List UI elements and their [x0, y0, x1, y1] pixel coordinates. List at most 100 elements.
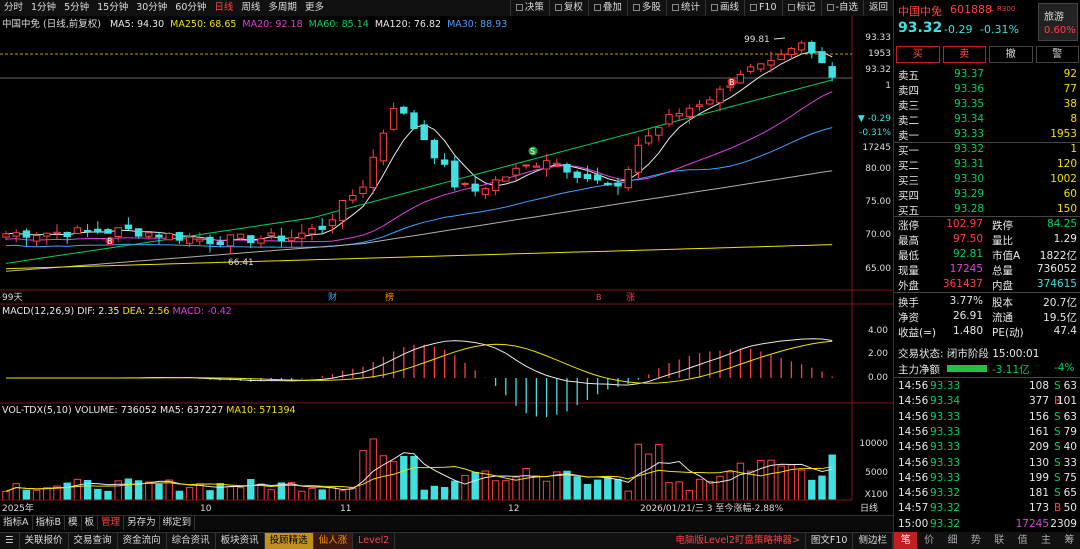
- tick-count: 75: [1063, 471, 1077, 484]
- tick-row: 14:56 93.33 209 S 40: [894, 440, 1080, 455]
- price-change-pct: -0.31%: [980, 23, 1019, 36]
- feature-tab-0[interactable]: 关联报价: [20, 533, 69, 549]
- panel-icon-5[interactable]: 值: [1017, 535, 1028, 546]
- volume-bar: [420, 489, 428, 501]
- macd-axis-label: 0.00: [868, 373, 888, 383]
- tick-price: 93.34: [930, 395, 961, 408]
- b-signal: [727, 77, 737, 87]
- tick-row: 14:57 93.32 173 B 50: [894, 501, 1080, 516]
- volume-bar: [655, 444, 663, 501]
- candle-body: [655, 127, 663, 136]
- toolbar-btn-9[interactable]: 返回: [862, 0, 893, 16]
- sector-badge[interactable]: 旅游 0.60%: [1038, 3, 1078, 41]
- period-tab-2[interactable]: 5分钟: [64, 2, 90, 13]
- period-tab-9[interactable]: 更多: [304, 2, 324, 13]
- feature-tab-1[interactable]: 交易查询: [69, 533, 118, 549]
- toolbar-btn-0[interactable]: 决策: [509, 0, 549, 16]
- indicator-tab-5[interactable]: 另存为: [124, 516, 160, 530]
- vol-ma10-line: [5, 466, 833, 492]
- vol-title: VOL-TDX(5,10): [2, 405, 72, 416]
- feature-tab-6[interactable]: 仙人涨: [313, 533, 354, 549]
- period-tab-7[interactable]: 周线: [241, 2, 261, 13]
- indicator-tab-0[interactable]: 指标A: [0, 516, 33, 530]
- f10-button[interactable]: 图文F10: [806, 533, 854, 549]
- kline-chart[interactable]: 99.81 66.41 99天 财 榜 B 涨 B B S 93.33 1953 93.32 1 ▼ -0.…: [0, 0, 893, 515]
- toolbar-btn-5[interactable]: 画线: [704, 0, 744, 16]
- volume-bar: [430, 485, 439, 501]
- period-tab-0[interactable]: 分时: [4, 2, 24, 13]
- trade-btn-1[interactable]: 卖: [942, 46, 986, 63]
- sidebar-button[interactable]: 侧边栏: [853, 533, 893, 549]
- period-tab-6[interactable]: 日线: [214, 2, 234, 13]
- high-arrow: [773, 37, 786, 40]
- price-axis-label: 65.00: [865, 264, 891, 274]
- feature-tab-4[interactable]: 板块资讯: [216, 533, 265, 549]
- marker-up: 涨: [626, 292, 635, 303]
- candle-body: [583, 173, 592, 180]
- panel-icon-4[interactable]: 联: [994, 535, 1005, 546]
- ma250-line: [5, 244, 833, 270]
- high-label: 99.81: [744, 35, 770, 45]
- ask-price: 93.33: [954, 128, 985, 140]
- indicator-tab-3[interactable]: 板: [82, 516, 99, 530]
- tick-count: 40: [1063, 441, 1077, 454]
- checkbox-icon: [554, 4, 562, 11]
- volume-bar: [155, 483, 163, 501]
- stock-name: 中国中免: [898, 5, 942, 18]
- period-tab-8[interactable]: 多周期: [268, 2, 297, 13]
- flow-bar: [947, 365, 987, 372]
- candle-body: [2, 233, 10, 238]
- trade-status-text: 交易状态: 闭市阶段 15:00:01: [898, 348, 1040, 360]
- panel-icon-2[interactable]: 细: [947, 535, 958, 546]
- tick-count: 101: [1056, 395, 1077, 408]
- ask-volume: 38: [1063, 98, 1077, 110]
- candle-body: [196, 238, 204, 242]
- price-axis-label: 80.00: [865, 164, 891, 174]
- toolbar-btn-2[interactable]: 叠加: [587, 0, 627, 16]
- volume-bar: [389, 461, 398, 501]
- checkbox-icon: [515, 4, 523, 11]
- period-tab-3[interactable]: 15分钟: [97, 2, 129, 13]
- toolbar-btn-8[interactable]: -自选: [820, 0, 863, 16]
- trade-btn-3[interactable]: 警: [1035, 46, 1079, 63]
- indicator-tab-1[interactable]: 指标B: [33, 516, 66, 530]
- checkbox-icon: [749, 4, 757, 11]
- panel-icon-0[interactable]: 笔: [894, 532, 918, 549]
- panel-icon-1[interactable]: 价: [924, 535, 935, 546]
- toolbar-btn-label: 返回: [868, 2, 888, 13]
- toolbar-btn-6[interactable]: F10: [743, 0, 782, 16]
- trade-btn-0[interactable]: 买: [896, 46, 940, 63]
- tick-row: 14:56 93.33 156 S 63: [894, 410, 1080, 425]
- trade-btn-2[interactable]: 撤: [989, 46, 1033, 63]
- period-tab-4[interactable]: 30分钟: [136, 2, 168, 13]
- toolbar-btn-3[interactable]: 多股: [626, 0, 666, 16]
- indicator-tab-6[interactable]: 绑定到: [160, 516, 196, 530]
- menu-icon[interactable]: ☰: [0, 533, 20, 549]
- tick-price: 93.33: [930, 471, 961, 484]
- tick-time: 15:00: [898, 517, 929, 530]
- tick-side: S: [1054, 441, 1061, 454]
- toolbar-actions: 决策 复权 叠加 多股 统计 画线 F10 标记 -自选 返回: [509, 0, 893, 16]
- trade-status: 交易状态: 闭市阶段 15:00:01: [894, 345, 1080, 360]
- panel-icon-3[interactable]: 势: [970, 535, 981, 546]
- feature-tab-2[interactable]: 资金流向: [118, 533, 167, 549]
- panel-icon-7[interactable]: 筹: [1064, 535, 1075, 546]
- candle-body: [32, 235, 41, 242]
- toolbar-btn-4[interactable]: 统计: [665, 0, 705, 16]
- stat-label: 总量: [992, 265, 1013, 277]
- feature-tab-5[interactable]: 投顾精选: [264, 533, 314, 549]
- toolbar-btn-1[interactable]: 复权: [548, 0, 588, 16]
- candle-body: [216, 241, 224, 246]
- indicator-tab-4[interactable]: 管理: [98, 516, 125, 530]
- ma60-line: [5, 79, 833, 264]
- period-tab-5[interactable]: 60分钟: [175, 2, 207, 13]
- level2-ad[interactable]: 电脑版Level2盯盘策略神器>: [670, 533, 806, 549]
- panel-icon-6[interactable]: 主: [1040, 535, 1051, 546]
- feature-tab-7[interactable]: Level2: [353, 533, 396, 549]
- stat-label: 最低: [898, 250, 919, 262]
- period-tab-1[interactable]: 1分钟: [31, 2, 57, 13]
- indicator-tab-2[interactable]: 模: [65, 516, 82, 530]
- feature-tab-3[interactable]: 综合资讯: [167, 533, 216, 549]
- toolbar-btn-7[interactable]: 标记: [781, 0, 821, 16]
- volume-bar: [175, 490, 184, 501]
